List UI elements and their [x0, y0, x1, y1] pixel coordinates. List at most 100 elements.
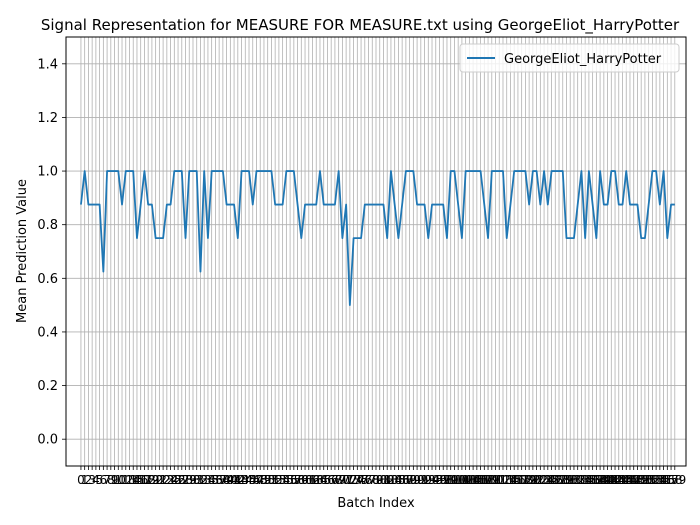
x-tick-label: 118	[510, 473, 533, 487]
x-tick-label: 10	[111, 473, 126, 487]
x-tick-label: 26	[170, 473, 185, 487]
x-tick-label: 4	[92, 473, 100, 487]
x-tick-label: 51	[264, 473, 279, 487]
x-tick-label: 68	[327, 473, 342, 487]
x-tick-label: 7	[103, 473, 111, 487]
x-tick-label: 57	[286, 473, 301, 487]
x-tick-label: 20	[148, 473, 163, 487]
x-tick-label: 22	[155, 473, 170, 487]
series-layer	[80, 170, 675, 307]
legend-box	[459, 43, 680, 73]
x-tick-label: 88	[402, 473, 417, 487]
x-tick-label: 31	[189, 473, 204, 487]
x-tick-label: 28	[178, 473, 193, 487]
x-tick-label: 107	[469, 473, 492, 487]
x-tick-label: 125	[536, 473, 559, 487]
x-tick-label: 148	[622, 473, 645, 487]
x-tick-label: 121	[521, 473, 544, 487]
x-tick-label: 110	[480, 473, 503, 487]
x-tick-label: 117	[506, 473, 529, 487]
x-tick-label: 59	[294, 473, 309, 487]
x-tick-label: 17	[137, 473, 152, 487]
x-tick-label: 75	[353, 473, 368, 487]
x-axis-label: Batch Index	[337, 496, 415, 511]
x-tick-label: 37	[211, 473, 226, 487]
x-tick-label: 23	[159, 473, 174, 487]
x-tick-label: 27	[174, 473, 189, 487]
x-tick-label: 129	[551, 473, 574, 487]
x-tick-label: 92	[417, 473, 432, 487]
x-tick-label: 123	[529, 473, 552, 487]
x-tick-label: 50	[260, 473, 275, 487]
y-tick-label: 1.0	[37, 165, 58, 180]
x-tick-label: 13	[122, 473, 137, 487]
x-tick-label: 139	[589, 473, 612, 487]
y-axis: 0.0 0.2 0.4 0.6 0.8 1.0 1.2 1.4	[37, 57, 66, 448]
x-tick-label: 18	[141, 473, 156, 487]
x-tick-label: 60	[297, 473, 312, 487]
x-tick-label: 136	[577, 473, 600, 487]
x-tick-label: 82	[380, 473, 395, 487]
x-tick-label: 42	[230, 473, 245, 487]
x-tick-label: 101	[447, 473, 470, 487]
x-tick-label: 0	[77, 473, 85, 487]
x-tick-label: 73	[346, 473, 361, 487]
y-tick-label: 0.8	[37, 218, 58, 233]
x-tick-label: 137	[581, 473, 604, 487]
x-tick-label: 5	[96, 473, 104, 487]
x-tick-label: 152	[637, 473, 660, 487]
x-tick-label: 46	[245, 473, 260, 487]
x-tick-label: 86	[395, 473, 410, 487]
legend: GeorgeEliot_HarryPotter	[459, 43, 680, 73]
x-tick-label: 1	[81, 473, 89, 487]
x-tick-label: 36	[208, 473, 223, 487]
x-tick-label: 154	[645, 473, 668, 487]
x-tick-label: 9	[111, 473, 119, 487]
x-tick-label: 45	[241, 473, 256, 487]
x-tick-label: 103	[454, 473, 477, 487]
x-tick-label: 155	[648, 473, 671, 487]
x-tick-label: 41	[226, 473, 241, 487]
x-tick-label: 142	[600, 473, 623, 487]
chart-title: Signal Representation for MEASURE FOR ME…	[41, 16, 680, 35]
x-tick-label: 56	[282, 473, 297, 487]
y-tick-label: 0.0	[37, 433, 58, 448]
x-tick-label: 97	[436, 473, 451, 487]
x-tick-label: 11	[114, 473, 129, 487]
x-tick-label: 99	[443, 473, 458, 487]
x-tick-label: 104	[458, 473, 481, 487]
x-tick-label: 149	[626, 473, 649, 487]
x-tick-label: 115	[499, 473, 522, 487]
x-tick-label: 114	[495, 473, 518, 487]
x-tick-label: 133	[566, 473, 589, 487]
x-tick-label: 53	[271, 473, 286, 487]
x-tick-label: 48	[253, 473, 268, 487]
x-tick-label: 108	[473, 473, 496, 487]
x-tick-label: 63	[309, 473, 324, 487]
x-tick-label: 89	[406, 473, 421, 487]
x-tick-label: 16	[133, 473, 148, 487]
x-tick-label: 109	[477, 473, 500, 487]
x-tick-label: 44	[238, 473, 253, 487]
x-tick-label: 40	[223, 473, 238, 487]
x-tick-label: 106	[465, 473, 488, 487]
x-tick-label: 134	[570, 473, 593, 487]
x-tick-label: 69	[331, 473, 346, 487]
x-tick-label: 47	[249, 473, 264, 487]
x-tick-label: 71	[338, 473, 353, 487]
x-tick-label: 111	[484, 473, 507, 487]
y-tick-label: 0.4	[37, 325, 58, 340]
legend-entry-label: GeorgeEliot_HarryPotter	[504, 52, 662, 67]
x-tick-label: 30	[185, 473, 200, 487]
x-tick-label: 43	[234, 473, 249, 487]
x-tick-label: 127	[544, 473, 567, 487]
x-tick-label: 119	[514, 473, 537, 487]
x-tick-label: 124	[533, 473, 556, 487]
x-tick-label: 128	[548, 473, 571, 487]
x-tick-label: 55	[279, 473, 294, 487]
x-tick-label: 39	[219, 473, 234, 487]
x-tick-label: 112	[488, 473, 511, 487]
y-tick-label: 1.2	[37, 111, 58, 126]
x-tick-label: 85	[391, 473, 406, 487]
x-tick-label: 116	[503, 473, 526, 487]
